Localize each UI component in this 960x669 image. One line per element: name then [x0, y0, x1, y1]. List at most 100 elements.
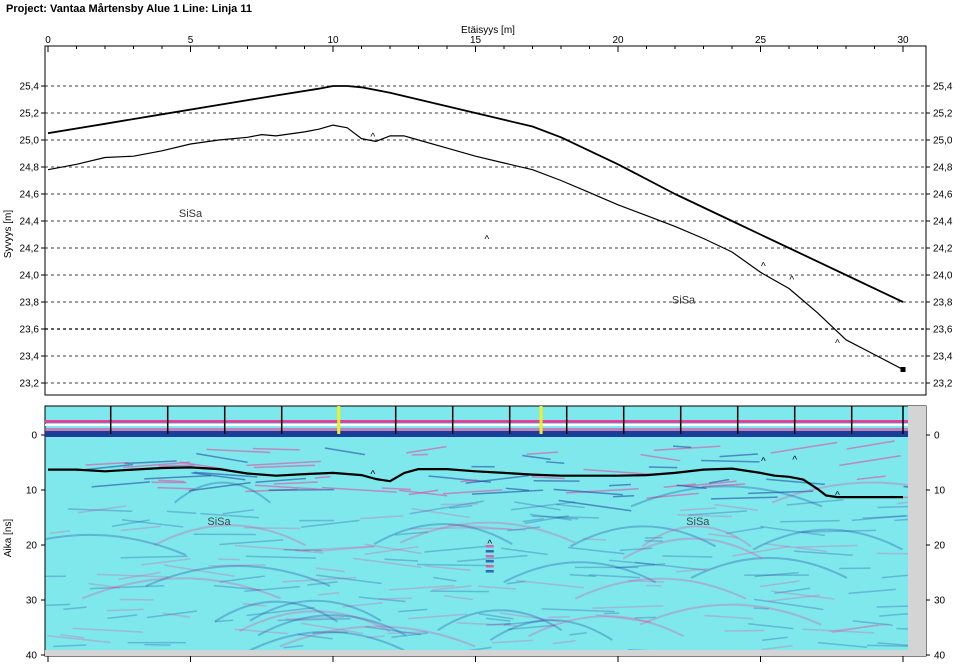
reflection [761, 636, 788, 641]
y-tick-label: 30 [26, 596, 38, 607]
reflection [546, 461, 565, 464]
reflection [314, 475, 331, 479]
reflection [282, 576, 357, 583]
y-tick-label-right: 20 [934, 541, 946, 552]
reflection [283, 644, 304, 649]
reflection [208, 564, 266, 567]
reflection [522, 454, 551, 461]
reflection [273, 481, 318, 485]
reflection [460, 479, 478, 483]
reflection [384, 558, 419, 562]
y-tick-label-right: 23,8 [933, 298, 953, 309]
reflection [592, 605, 664, 609]
diffraction-arc [622, 537, 763, 560]
y-tick-label-right: 23,6 [933, 325, 953, 336]
reflection [395, 531, 429, 536]
y-tick-label: 23,8 [20, 298, 40, 309]
reflection [514, 501, 561, 511]
diffraction-arc [214, 600, 339, 623]
reflection [634, 616, 656, 619]
reflection [719, 453, 758, 458]
y-tick-label: 24,8 [20, 163, 40, 174]
reflection [196, 452, 248, 464]
reflection [417, 563, 490, 567]
reflection [449, 504, 473, 510]
reflection [388, 584, 455, 591]
reflection [244, 585, 300, 593]
reflection [714, 503, 759, 512]
reflection [635, 561, 706, 571]
reflection [398, 608, 428, 613]
soil-annotation: SiSa [207, 516, 231, 528]
reflection [648, 466, 678, 469]
reflection [253, 447, 300, 451]
reflection [318, 592, 340, 596]
reflection [829, 623, 889, 633]
reflection [680, 507, 716, 512]
y-tick-label: 25,4 [20, 82, 40, 93]
reflection [477, 585, 516, 590]
reflection [315, 567, 345, 573]
diffraction-arc [630, 485, 823, 508]
reflection [760, 580, 800, 588]
reflection [704, 614, 754, 620]
y-tick-label-right: 0 [934, 431, 940, 442]
x-axis-label: Etäisyys [m] [461, 25, 515, 36]
reflection [711, 496, 778, 500]
reflection [848, 588, 896, 595]
reflection [676, 484, 707, 489]
reflection [358, 596, 406, 603]
caret-marker: ^ [835, 490, 840, 501]
y-tick-label-right: 30 [934, 596, 946, 607]
reflection [366, 635, 385, 639]
reflection [469, 527, 527, 531]
reflection [424, 565, 471, 572]
diffraction-arc [639, 603, 822, 626]
reflection [501, 547, 548, 556]
reflection [556, 503, 585, 509]
reflection [724, 629, 765, 632]
caret-marker: ^ [761, 262, 766, 273]
y-tick-label: 25,2 [20, 109, 40, 120]
reflection [206, 448, 271, 454]
reflection [471, 489, 544, 495]
reflection [456, 622, 518, 627]
diffraction-arc [45, 534, 187, 556]
reflection [124, 460, 177, 465]
caret-marker: ^ [371, 132, 376, 143]
reflection [387, 631, 427, 635]
elevation-chart: Etäisyys [m] 0 5 10 15 20 25 30 23,2 23,2 23,4 23,4… [3, 25, 953, 662]
y-tick-label-right: 24,6 [933, 190, 953, 201]
y-tick-label: 23,2 [20, 379, 40, 390]
reflection [582, 537, 607, 541]
target-anomaly [485, 570, 494, 573]
x-tick-label: 0 [45, 35, 51, 46]
reflection [411, 507, 470, 519]
caret-marker: ^ [485, 235, 490, 246]
reflection [312, 631, 348, 634]
reflection [796, 544, 858, 548]
reflection [702, 483, 746, 488]
reflection [120, 525, 161, 532]
reflection [628, 579, 665, 583]
reflection [234, 628, 289, 635]
reflection [846, 440, 895, 450]
caret-marker: ^ [792, 455, 797, 466]
diffraction-arc [399, 521, 576, 544]
reflection [245, 555, 316, 559]
reflection [646, 492, 699, 499]
diffraction-arc [503, 561, 657, 584]
reflection [213, 584, 261, 591]
reflection [732, 545, 790, 557]
diffraction-arc [246, 630, 408, 653]
x-tick-label: 15 [470, 35, 482, 46]
reflection [505, 487, 530, 492]
reflection [531, 515, 599, 519]
reflection [774, 587, 811, 594]
target-anomaly [485, 565, 494, 568]
reflection [708, 533, 738, 539]
y-axis-label: Syvyys [m] [3, 210, 14, 259]
radar-image [45, 406, 926, 656]
diffraction-arc [437, 609, 563, 632]
